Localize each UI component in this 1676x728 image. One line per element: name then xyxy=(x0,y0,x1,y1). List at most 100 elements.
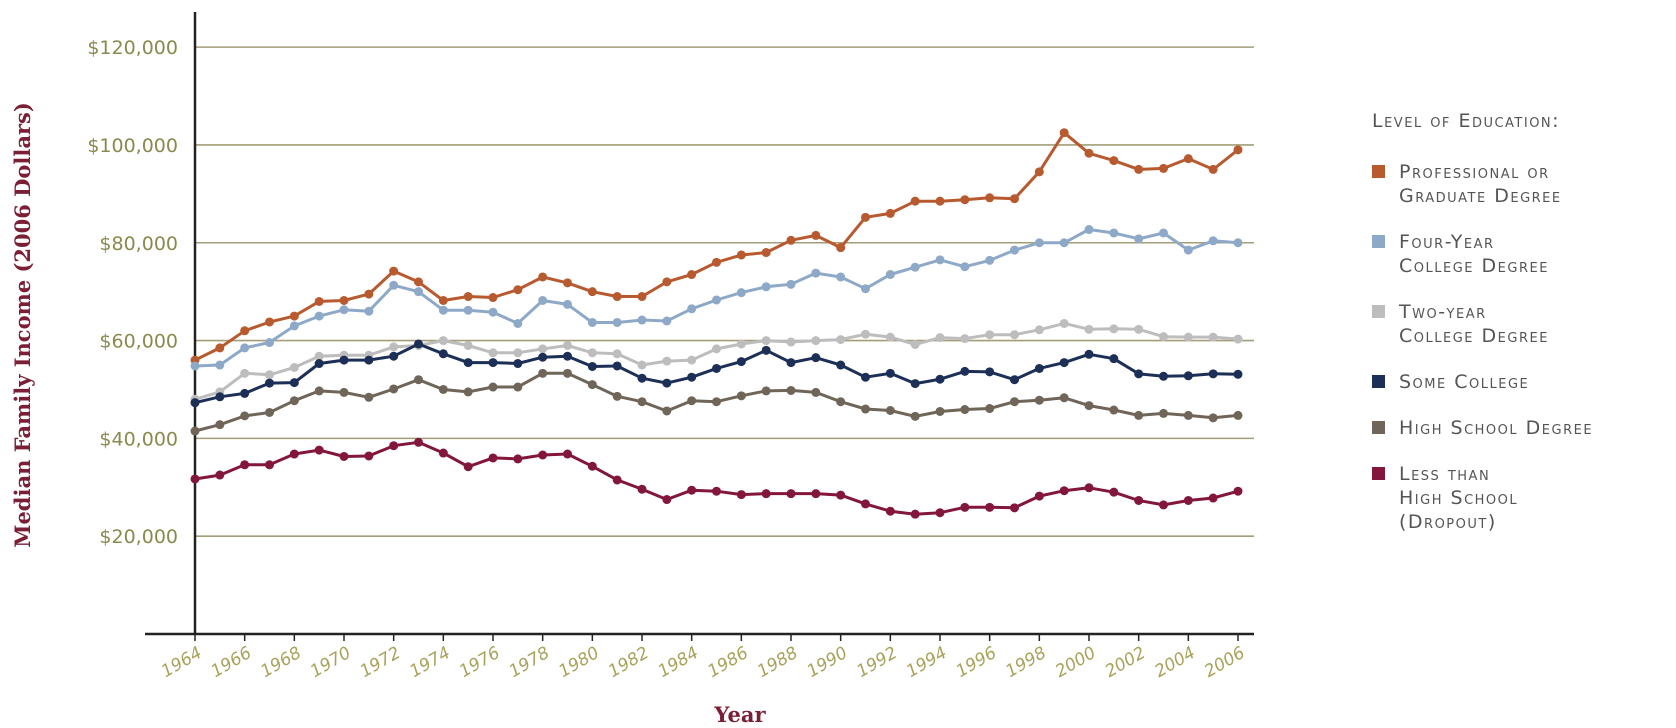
data-point xyxy=(438,336,448,346)
data-point xyxy=(488,348,498,358)
data-point xyxy=(1159,371,1168,381)
data-point xyxy=(612,349,622,359)
data-point xyxy=(1208,164,1218,174)
data-point xyxy=(364,289,374,299)
data-point xyxy=(612,361,622,371)
data-point xyxy=(587,361,597,371)
series-two-year xyxy=(190,318,1243,404)
data-point xyxy=(910,509,920,519)
data-point xyxy=(513,318,523,328)
data-point xyxy=(712,363,721,373)
data-point xyxy=(587,461,597,471)
data-point xyxy=(289,449,299,459)
series-four-year xyxy=(190,225,1243,371)
data-point xyxy=(935,196,945,206)
data-point xyxy=(538,352,548,362)
legend-label: Some College xyxy=(1399,371,1530,393)
legend-swatch xyxy=(1372,375,1385,388)
legend-item: Two-year College Degree xyxy=(1372,300,1672,348)
data-point xyxy=(1233,369,1243,379)
legend-swatch xyxy=(1372,305,1385,318)
data-point xyxy=(265,317,274,327)
x-tick-label: 1974 xyxy=(406,643,453,682)
data-point xyxy=(1208,369,1218,379)
data-point xyxy=(1084,148,1094,158)
data-point xyxy=(736,339,746,349)
x-tick-label: 1980 xyxy=(555,643,602,682)
data-point xyxy=(910,379,920,389)
y-tick-labels: $20,000 $40,000 $60,000 $80,000 $100,000 $120… xyxy=(87,37,178,548)
data-point xyxy=(1134,495,1144,505)
x-tick-label: 2004 xyxy=(1151,643,1198,682)
data-point xyxy=(687,485,697,495)
data-point xyxy=(488,453,498,463)
legend-item: High School Degree xyxy=(1372,416,1672,440)
data-point xyxy=(612,475,622,485)
data-point xyxy=(1084,324,1094,334)
x-tick-label: 1996 xyxy=(953,643,1001,682)
data-point xyxy=(960,262,970,272)
data-point xyxy=(935,508,945,518)
x-tick-label: 2006 xyxy=(1201,643,1249,682)
data-point xyxy=(488,307,498,317)
data-point xyxy=(861,404,870,414)
x-tick-label: 1970 xyxy=(307,643,354,682)
legend-item: Less than High School (Dropout) xyxy=(1372,462,1672,534)
data-point xyxy=(587,287,597,297)
data-point xyxy=(265,378,274,388)
data-point xyxy=(339,305,349,315)
data-point xyxy=(364,306,374,316)
data-point xyxy=(1159,332,1168,342)
data-point xyxy=(339,295,349,305)
data-point xyxy=(1010,245,1019,255)
x-tick-label: 1988 xyxy=(754,643,802,682)
data-point xyxy=(935,255,945,265)
data-point xyxy=(960,502,970,512)
data-point xyxy=(1109,228,1119,238)
data-point xyxy=(563,449,572,459)
data-point xyxy=(389,280,399,290)
data-point xyxy=(861,329,870,339)
data-point xyxy=(1034,491,1044,501)
data-point xyxy=(414,375,423,385)
data-point xyxy=(587,317,597,327)
legend-swatch xyxy=(1372,165,1385,178)
data-point xyxy=(488,382,498,392)
data-point xyxy=(1034,363,1044,373)
data-point xyxy=(811,230,821,240)
data-point xyxy=(1109,354,1119,364)
data-point xyxy=(1208,332,1218,342)
data-point xyxy=(587,348,597,358)
data-point xyxy=(1159,500,1168,510)
data-point xyxy=(190,474,200,484)
data-point xyxy=(1183,154,1193,164)
data-point xyxy=(1208,413,1218,423)
data-point xyxy=(240,388,250,398)
data-point xyxy=(1084,349,1094,359)
data-point xyxy=(389,266,399,276)
x-tick-labels: 1964 1966 1968 1970 1972 1974 1976 1978 1980 1982… xyxy=(158,634,1249,682)
x-tick-label: 2002 xyxy=(1102,643,1149,682)
data-point xyxy=(1109,405,1119,415)
y-tick-label: $80,000 xyxy=(99,233,178,255)
data-point xyxy=(215,470,225,480)
data-point xyxy=(488,358,498,368)
data-point xyxy=(289,362,299,372)
data-point xyxy=(935,333,945,343)
data-point xyxy=(1134,369,1144,379)
data-point xyxy=(960,366,970,376)
data-point xyxy=(612,292,622,302)
data-point xyxy=(587,380,597,390)
x-tick-label: 1998 xyxy=(1002,643,1050,682)
data-point xyxy=(761,489,771,499)
data-point xyxy=(1183,410,1193,420)
data-point xyxy=(1134,164,1144,174)
data-point xyxy=(885,208,895,218)
legend-item: Some College xyxy=(1372,370,1672,394)
legend-items: Professional or Graduate Degree Four-Year… xyxy=(1372,160,1672,534)
data-point xyxy=(1233,334,1243,344)
data-point xyxy=(414,437,423,447)
data-point xyxy=(389,342,399,352)
data-point xyxy=(1159,408,1168,418)
x-tick-label: 1972 xyxy=(357,643,404,682)
